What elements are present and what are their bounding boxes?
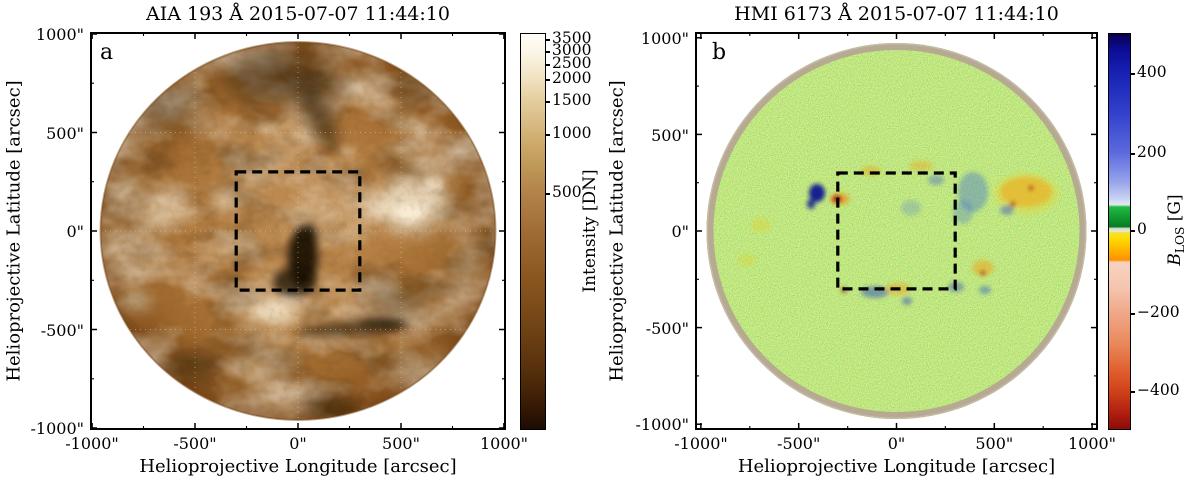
panel-a-title: AIA 193 Å 2015-07-07 11:44:10 [146, 3, 450, 25]
a-ytick--500: -500" [40, 320, 84, 340]
b-xtick-0: 0" [887, 434, 906, 453]
b-cbtick-200: 200 [1137, 143, 1167, 161]
b-colorbar-label-unit: [G] [1164, 194, 1185, 227]
b-ytick-500: 500" [651, 126, 689, 145]
b-cbtick--400: −400 [1137, 381, 1180, 399]
panel-b-title: HMI 6173 Å 2015-07-07 11:44:10 [734, 3, 1059, 25]
a-ytick--1000: -1000" [30, 419, 84, 438]
a-ytick-1000: 1000" [35, 25, 84, 44]
panel-b-letter: b [712, 40, 727, 65]
a-xtick--1000: -1000" [65, 434, 119, 453]
a-xtick-0: 0" [289, 434, 307, 453]
a-xtick-500: 500" [382, 434, 420, 453]
b-colorbar-label: BLOS [G] [1165, 194, 1187, 265]
hmi-plot-frame [695, 32, 1098, 430]
aia-plot-frame [90, 32, 506, 430]
a-xtick-1000: 1000" [479, 434, 529, 453]
b-cbtick-400: 400 [1137, 63, 1167, 81]
hmi-roi-dashed-box [836, 171, 957, 291]
a-xaxis-label: Helioprojective Longitude [arcsec] [139, 456, 457, 477]
b-ytick-1000: 1000" [640, 29, 689, 48]
a-cbtick-500: 500 [552, 183, 582, 201]
a-xtick--500: -500" [173, 434, 217, 453]
aia-plot-canvas [90, 32, 506, 430]
b-ytick--500: -500" [645, 319, 689, 338]
hmi-gridlines [707, 44, 1086, 418]
a-yaxis-label: Helioprojective Latitude [arcsec] [3, 80, 25, 382]
a-ytick-500: 500" [46, 123, 84, 143]
b-ytick--1000: -1000" [635, 415, 689, 434]
b-yaxis-label: Helioprojective Latitude [arcsec] [606, 80, 628, 382]
b-colorbar-label-subscript: LOS [1173, 226, 1188, 254]
hmi-plot-canvas [695, 32, 1098, 430]
aia-roi-dashed-box [234, 170, 362, 292]
b-xaxis-label: Helioprojective Longitude [arcsec] [737, 456, 1056, 477]
b-xtick--500: -500" [777, 434, 821, 453]
hmi-flux-features [738, 161, 1059, 305]
b-xtick-1000: 1000" [1067, 434, 1117, 453]
b-xtick--1000: -1000" [674, 434, 728, 453]
a-cbtick-3500: 3500 [552, 29, 592, 47]
a-cbtick-1500: 1500 [552, 91, 592, 109]
b-cbtick-0: 0 [1137, 220, 1147, 238]
a-cbtick-2000: 2000 [552, 69, 592, 87]
b-ytick-0: 0" [671, 222, 689, 241]
hmi-colorbar [1108, 33, 1135, 430]
aia-gridlines [100, 42, 496, 420]
a-colorbar-label: Intensity [DN] [580, 169, 600, 293]
b-xtick-500: 500" [975, 434, 1014, 453]
a-cbtick-1000: 1000 [552, 124, 592, 142]
a-ytick-0: 0" [66, 222, 84, 241]
b-colorbar-label-symbol: B [1164, 253, 1185, 266]
hmi-limb-ring [706, 43, 1087, 419]
aia-colorbar [520, 33, 550, 430]
a-cbtick-3000: 3000 [552, 41, 592, 59]
b-cbtick--200: −200 [1137, 303, 1180, 321]
a-cbtick-2500: 2500 [552, 54, 592, 72]
panel-a-letter: a [100, 40, 114, 65]
